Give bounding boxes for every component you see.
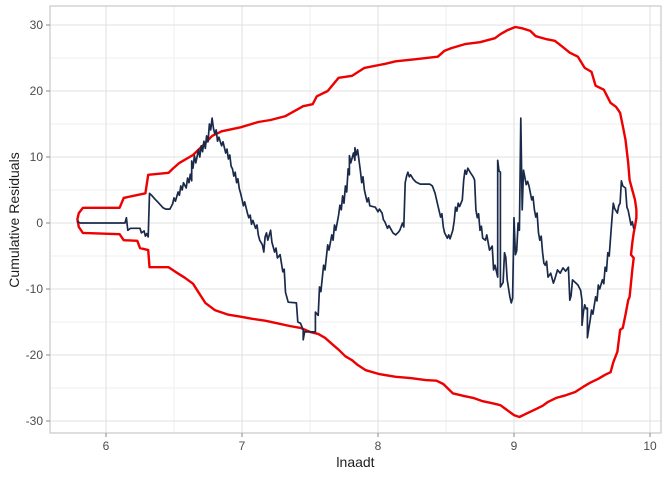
plot-panel xyxy=(50,6,661,433)
y-tick-label: 0 xyxy=(36,216,43,230)
x-tick-label: 6 xyxy=(103,439,110,453)
panel-border xyxy=(49,5,662,434)
cumulative-residuals-line xyxy=(76,117,635,341)
y-tick-label: -10 xyxy=(26,282,44,296)
y-tick-label: 20 xyxy=(30,84,44,98)
y-tick-label: 30 xyxy=(30,18,44,32)
y-tick-label: -20 xyxy=(26,348,44,362)
y-tick-label: -30 xyxy=(26,414,44,428)
x-tick-label: 10 xyxy=(643,439,657,453)
x-axis-title: lnaadt xyxy=(336,454,375,470)
x-tick-label: 8 xyxy=(375,439,382,453)
y-axis-title: Cumulative Residuals xyxy=(6,152,22,288)
x-tick-label: 7 xyxy=(239,439,246,453)
x-tick-label: 9 xyxy=(511,439,518,453)
y-tick-label: 10 xyxy=(30,150,44,164)
simulation-envelope-line xyxy=(76,25,638,419)
